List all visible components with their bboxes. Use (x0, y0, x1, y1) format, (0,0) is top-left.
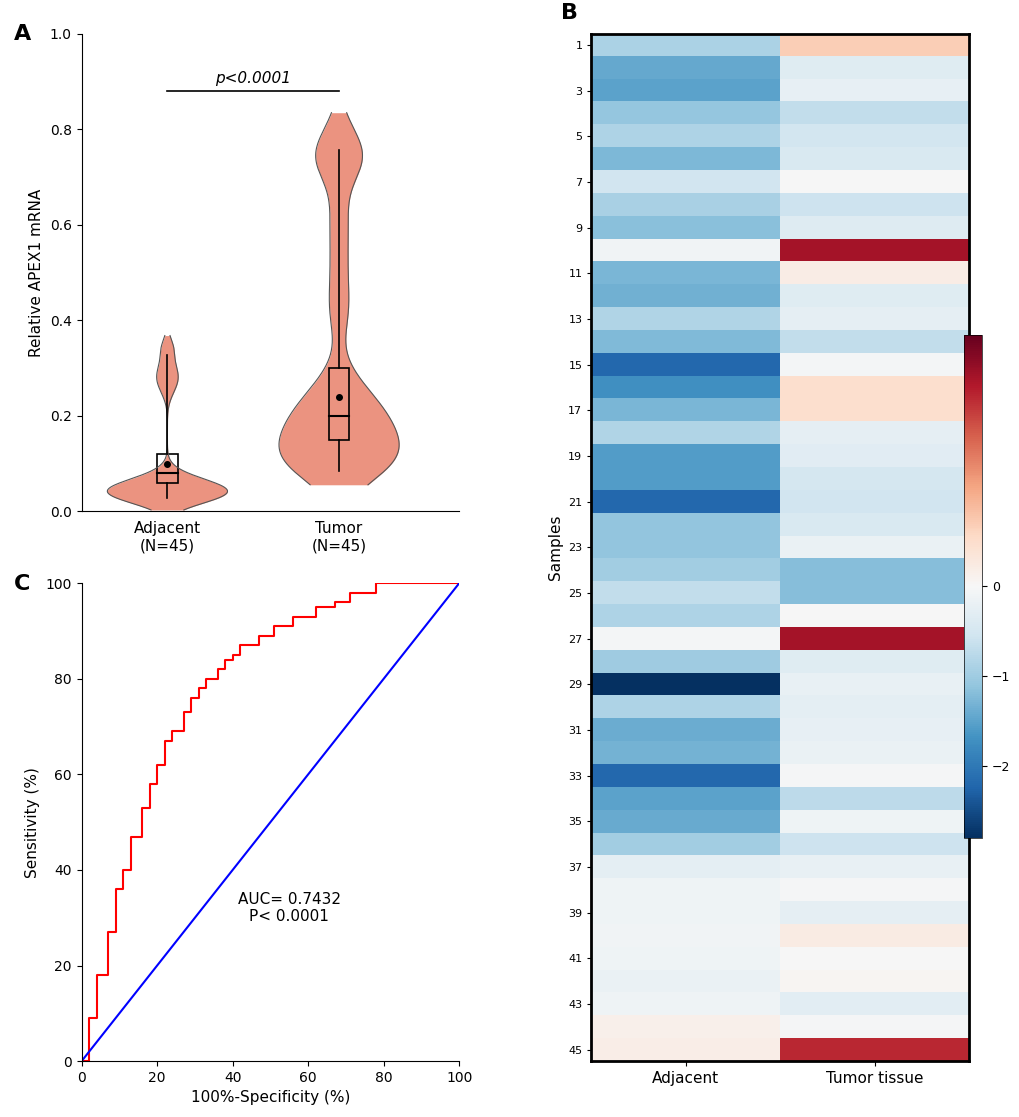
Y-axis label: Relative APEX1 mRNA: Relative APEX1 mRNA (30, 189, 44, 356)
Text: C: C (13, 574, 30, 593)
Bar (328, 369, 350, 440)
Y-axis label: Samples: Samples (547, 515, 562, 580)
Text: B: B (560, 3, 578, 23)
Text: A: A (13, 23, 31, 44)
Y-axis label: Sensitivity (%): Sensitivity (%) (24, 766, 40, 878)
X-axis label: 100%-Specificity (%): 100%-Specificity (%) (191, 1090, 350, 1106)
Text: AUC= 0.7432
P< 0.0001: AUC= 0.7432 P< 0.0001 (237, 892, 340, 925)
Text: p<0.0001: p<0.0001 (215, 71, 291, 86)
Bar (157, 455, 177, 483)
